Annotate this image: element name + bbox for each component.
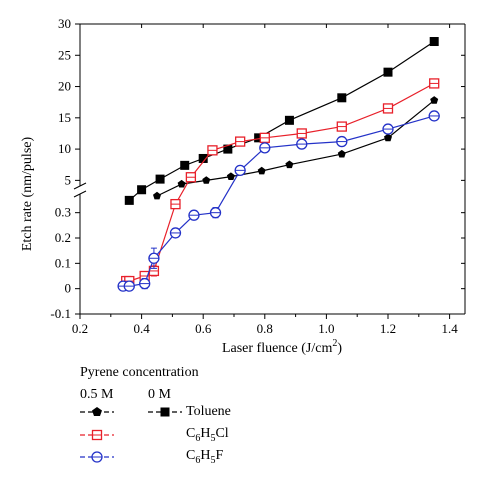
data-point bbox=[429, 37, 439, 47]
x-tick-label: 1.2 bbox=[380, 321, 396, 336]
y-tick-label-upper: 25 bbox=[58, 47, 71, 62]
y-tick-label-lower: 0.2 bbox=[55, 230, 71, 245]
data-point bbox=[223, 144, 233, 154]
x-tick-label: 0.2 bbox=[72, 321, 88, 336]
data-point bbox=[226, 172, 235, 180]
data-point bbox=[383, 67, 393, 77]
axis-break-mark-bottom bbox=[73, 190, 87, 198]
x-tick-label: 0.8 bbox=[257, 321, 273, 336]
data-point bbox=[137, 185, 147, 195]
x-tick-label: 1.0 bbox=[318, 321, 334, 336]
series-1 bbox=[124, 37, 439, 205]
x-axis-unit: J/cm bbox=[306, 341, 333, 356]
series-line bbox=[156, 99, 435, 197]
data-point bbox=[337, 93, 347, 103]
data-point bbox=[177, 179, 186, 188]
y-tick-label-lower: 0.3 bbox=[55, 205, 71, 220]
y-axis-title: Etch rate (nm/pulse) bbox=[20, 137, 35, 252]
series-3 bbox=[117, 110, 440, 292]
data-point bbox=[384, 133, 392, 142]
axis-break-mark-top bbox=[73, 182, 87, 190]
y-tick-label-lower: 0.1 bbox=[55, 255, 71, 270]
y-tick-label-lower: -0.1 bbox=[50, 306, 71, 321]
series-layer bbox=[117, 37, 440, 292]
y-tick-label-upper: 10 bbox=[58, 141, 71, 156]
series-line bbox=[128, 41, 435, 201]
x-axis-title-open: ( bbox=[298, 341, 307, 356]
data-point bbox=[198, 153, 208, 163]
data-point bbox=[257, 166, 266, 175]
data-point bbox=[284, 115, 294, 125]
x-axis-title: Laser fluence (J/cm2) bbox=[222, 338, 342, 356]
y-tick-label-upper: 20 bbox=[58, 79, 71, 94]
x-tick-label: 0.4 bbox=[133, 321, 150, 336]
x-axis-title-text: Laser fluence bbox=[222, 341, 298, 356]
data-point bbox=[254, 133, 264, 143]
data-point bbox=[155, 174, 165, 184]
x-axis-title-close: ) bbox=[337, 341, 342, 356]
x-tick-label: 0.6 bbox=[195, 321, 212, 336]
y-tick-label-lower: 0 bbox=[65, 281, 72, 296]
y-tick-label-upper: 5 bbox=[65, 172, 72, 187]
y-tick-label-upper: 15 bbox=[58, 110, 71, 125]
ticks: 0.2 0.4 0.6 0.8 1.0 1.2 1.4 5 10 15 20 25 30 -0.1 0 0.1… bbox=[50, 16, 465, 336]
series-2 bbox=[121, 78, 440, 287]
data-point bbox=[285, 160, 294, 169]
data-point bbox=[153, 191, 161, 200]
series-line bbox=[123, 115, 435, 287]
x-axis-unit-exponent: 2 bbox=[332, 338, 337, 349]
x-tick-label: 1.4 bbox=[441, 321, 458, 336]
y-tick-label-upper: 30 bbox=[58, 16, 71, 31]
data-point bbox=[430, 96, 439, 104]
data-point bbox=[337, 149, 346, 158]
axes bbox=[73, 23, 466, 315]
data-point bbox=[202, 176, 211, 184]
data-point bbox=[124, 195, 134, 205]
series-0 bbox=[153, 96, 439, 200]
data-point bbox=[180, 160, 190, 170]
